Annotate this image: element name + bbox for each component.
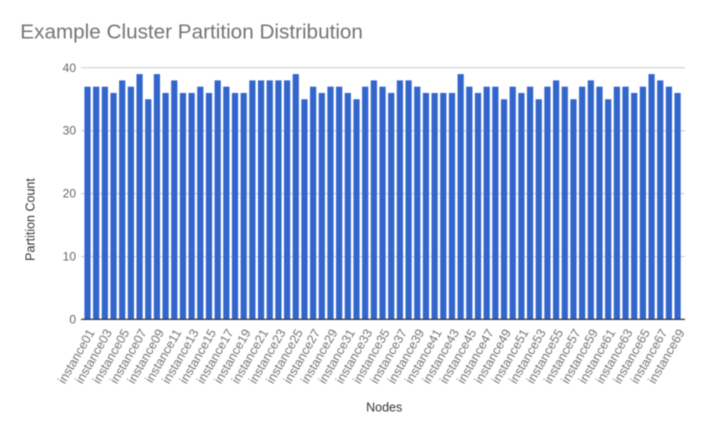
svg-text:Example Cluster Partition Dist: Example Cluster Partition Distribution <box>20 21 363 44</box>
svg-text:10: 10 <box>63 250 77 264</box>
svg-text:30: 30 <box>63 124 77 138</box>
svg-text:20: 20 <box>63 187 77 201</box>
svg-text:Partition Count: Partition Count <box>23 178 37 261</box>
svg-text:Nodes: Nodes <box>366 400 402 414</box>
svg-text:0: 0 <box>69 312 76 326</box>
svg-text:40: 40 <box>63 61 77 75</box>
